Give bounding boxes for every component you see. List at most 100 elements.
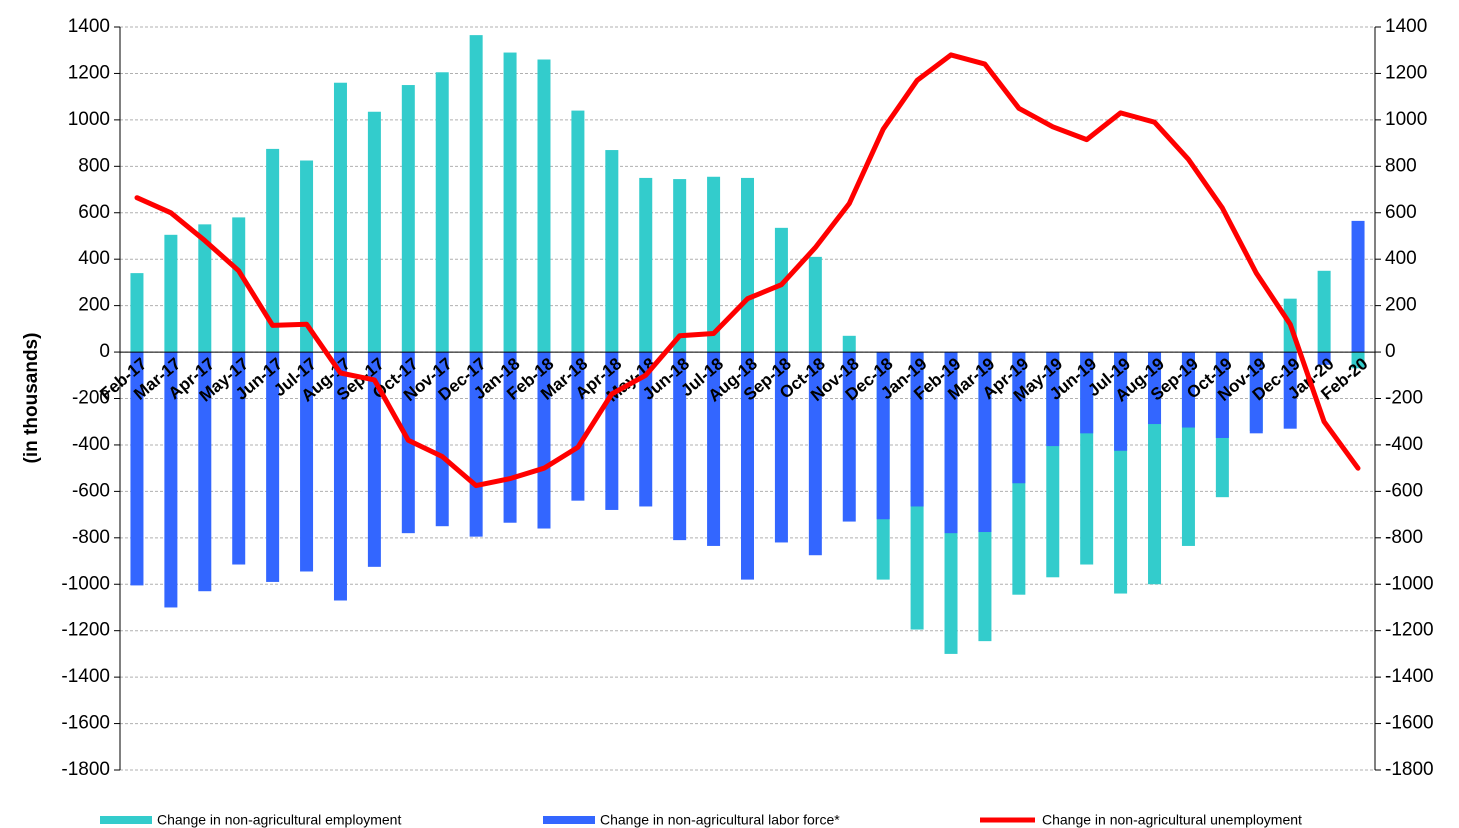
bar [198,352,212,592]
bar [435,72,449,353]
bar [1283,352,1297,429]
bar [1351,220,1365,353]
y2-tick-label: 0 [1385,341,1396,362]
y-tick-label: 1200 [68,62,110,83]
bar [367,111,381,353]
legend-label: Change in non-agricultural unemployment [1042,812,1302,828]
y2-tick-label: 1400 [1385,16,1427,37]
y2-tick-label: -1600 [1385,713,1434,734]
bar [910,352,924,507]
y-tick-label: -1600 [61,713,110,734]
bar [266,148,280,353]
bar [741,177,754,353]
bar [1317,270,1331,353]
y-tick-label: 0 [99,341,110,362]
y-tick-label: -800 [72,527,110,548]
legend-label: Change in non-agricultural employment [157,812,401,828]
y2-tick-label: 1000 [1385,109,1427,130]
bar [537,59,551,353]
y-axis-label: (in thousands) [21,333,42,464]
y2-tick-label: -200 [1385,388,1423,409]
bar [232,217,246,353]
bar [571,110,585,353]
y2-tick-label: 1200 [1385,62,1427,83]
bar [639,177,653,353]
bar [333,352,347,601]
bar [978,352,992,533]
bar [503,52,517,353]
legend-label: Change in non-agricultural labor force* [600,812,840,828]
bar [774,352,788,543]
bar [707,176,721,353]
y2-tick-label: -400 [1385,434,1423,455]
y-tick-label: 400 [78,248,110,269]
y2-tick-label: 800 [1385,155,1417,176]
bar [232,352,246,565]
bar [1148,352,1162,425]
y2-tick-label: -1800 [1385,759,1434,780]
y-tick-label: 200 [78,295,110,316]
y2-tick-label: 200 [1385,295,1417,316]
bar [435,352,449,527]
bar [164,352,178,608]
bar [1181,352,1195,428]
y-tick-label: 800 [78,155,110,176]
bar [130,352,144,586]
bar [333,82,347,353]
bar [469,35,483,353]
bar [1046,352,1060,447]
bar [266,352,280,582]
y2-tick-label: -1400 [1385,666,1434,687]
bar [741,352,754,580]
bar [876,352,890,520]
legend-swatch [100,816,152,824]
bar [1249,352,1263,434]
bar [367,352,381,567]
bar [808,352,822,556]
bar [1317,352,1331,365]
bar [1080,352,1094,434]
y-tick-label: 600 [78,202,110,223]
y2-tick-label: -600 [1385,480,1423,501]
bar [1012,352,1026,484]
bar [842,335,856,353]
bar [1114,352,1128,451]
bar [842,352,856,522]
bar [130,273,144,353]
bar [1351,352,1365,369]
bar [673,179,687,353]
y-tick-label: -200 [72,388,110,409]
bar [774,227,788,353]
bar [164,234,178,353]
bar [537,352,551,529]
y-tick-label: 1000 [68,109,110,130]
y-tick-label: -1200 [61,620,110,641]
y2-tick-label: -1000 [1385,573,1434,594]
bar [639,352,653,507]
bar [300,160,314,353]
legend-swatch [543,816,595,824]
y-tick-label: -1000 [61,573,110,594]
bar [1215,352,1229,438]
line [134,52,1361,489]
y-tick-label: -1400 [61,666,110,687]
bar [571,352,585,501]
bar [401,85,415,353]
y2-tick-label: 400 [1385,248,1417,269]
bar [300,352,314,572]
bar [469,352,483,537]
y-tick-label: -1800 [61,759,110,780]
y2-tick-label: -800 [1385,527,1423,548]
y2-tick-label: -1200 [1385,620,1434,641]
y-tick-label: -400 [72,434,110,455]
bar [944,352,958,534]
y-tick-label: 1400 [68,16,110,37]
y2-tick-label: 600 [1385,202,1417,223]
y-tick-label: -600 [72,480,110,501]
bar [808,256,822,353]
bar [198,224,212,353]
bar [605,150,619,353]
bar [707,352,721,546]
bar [673,352,687,541]
